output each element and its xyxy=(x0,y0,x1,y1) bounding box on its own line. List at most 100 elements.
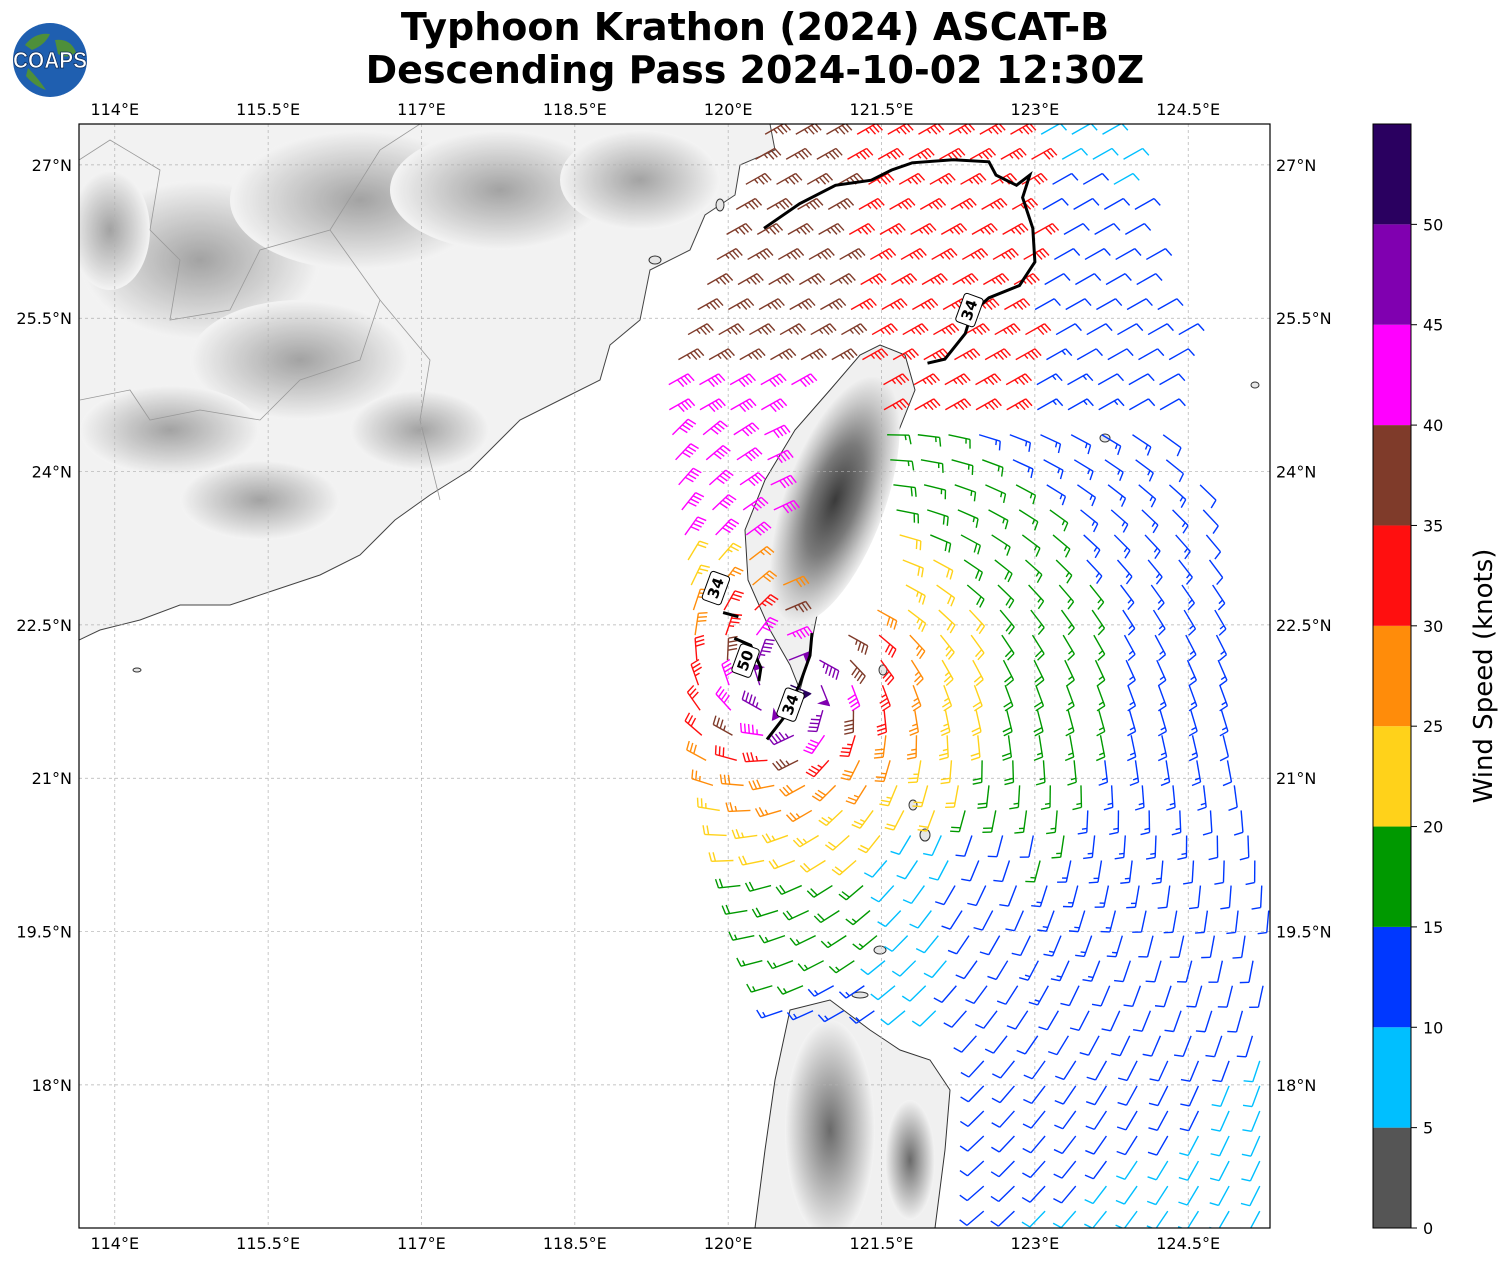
wind-barb xyxy=(923,835,942,857)
wind-barb xyxy=(1086,1060,1108,1081)
colorbar-tick-7: 35 xyxy=(1423,516,1443,535)
wind-barb xyxy=(880,1010,906,1026)
wind-barb xyxy=(1084,1185,1107,1205)
wind-barb xyxy=(1055,559,1073,584)
wind-barb xyxy=(1096,710,1106,737)
lon-ticks-bottom: 114°E 115.5°E 117°E 118.5°E 120°E 121.5°E 123°… xyxy=(90,1234,1220,1253)
wind-barb xyxy=(896,860,919,880)
title-line-2: Descending Pass 2024-10-02 12:30Z xyxy=(365,48,1145,92)
lat-tick-right-4: 21°N xyxy=(1276,769,1316,788)
wind-barb xyxy=(690,658,702,686)
wind-barb xyxy=(817,1010,845,1023)
wind-barb xyxy=(831,348,858,361)
wind-barb xyxy=(1151,860,1164,885)
wind-barb xyxy=(1082,960,1101,982)
wind-barb xyxy=(752,570,778,586)
wind-barb xyxy=(1070,434,1092,455)
wind-barb xyxy=(1053,1185,1077,1204)
lon-tick-top-2: 117°E xyxy=(397,100,446,119)
wind-barb xyxy=(940,710,951,737)
wind-barb xyxy=(911,1010,937,1027)
wind-barb xyxy=(1114,835,1126,860)
wind-barb xyxy=(1021,534,1041,557)
wind-barb xyxy=(1073,197,1100,210)
wind-barb xyxy=(785,600,812,613)
wind-barb xyxy=(900,248,927,261)
lat-tick-right-3: 22.5°N xyxy=(1276,616,1332,635)
wind-barb xyxy=(760,398,788,413)
wind-barb xyxy=(1152,609,1166,636)
wind-barb xyxy=(811,784,837,802)
wind-barb xyxy=(1064,735,1075,762)
province-border xyxy=(79,124,441,501)
wind-barb xyxy=(687,540,709,561)
wind-barb xyxy=(1115,1210,1138,1228)
wind-barb xyxy=(1145,835,1157,860)
wind-barb xyxy=(997,584,1015,609)
wind-barb xyxy=(1052,1210,1077,1228)
wind-barb xyxy=(744,881,772,892)
wind-barb xyxy=(970,735,981,761)
wind-barb xyxy=(806,172,834,185)
wind-barb xyxy=(1049,509,1069,532)
wind-barb xyxy=(1120,860,1133,884)
wind-barb xyxy=(979,935,1001,956)
wind-barb xyxy=(1188,735,1199,762)
wind-barb xyxy=(797,197,824,210)
colorbar-tick-4: 20 xyxy=(1423,818,1443,837)
wind-barb xyxy=(1101,1010,1121,1032)
wind-barb xyxy=(933,985,957,1003)
wind-barb xyxy=(799,859,826,873)
lat-tick-left-0: 27°N xyxy=(32,156,72,175)
wind-barb xyxy=(939,147,966,160)
wind-barb xyxy=(1050,960,1070,982)
wind-barb xyxy=(1083,835,1096,860)
wind-barb xyxy=(1179,1135,1200,1157)
wind-barb xyxy=(690,564,710,586)
wind-barb xyxy=(1061,147,1089,160)
wind-barb xyxy=(990,1185,1015,1203)
wind-barb xyxy=(929,172,956,185)
wind-barb xyxy=(1033,710,1044,737)
wind-barb xyxy=(702,825,727,837)
wind-barb xyxy=(819,659,840,680)
lat-tick-left-6: 18°N xyxy=(32,1076,72,1095)
wind-barb xyxy=(768,859,796,870)
wind-barb xyxy=(845,910,871,926)
wind-barb xyxy=(1080,509,1099,533)
wind-barb xyxy=(877,147,905,160)
wind-barb xyxy=(1178,1185,1200,1206)
wind-barb xyxy=(938,735,949,761)
wind-barb xyxy=(1241,1135,1261,1157)
wind-barb xyxy=(795,124,822,135)
wind-barb xyxy=(1022,1110,1046,1129)
wind-barb xyxy=(792,834,819,848)
wind-barb xyxy=(758,934,786,944)
wind-barb xyxy=(1060,985,1080,1007)
wind-barb xyxy=(1217,659,1228,687)
wind-barb xyxy=(761,833,789,844)
lon-tick-top-6: 123°E xyxy=(1011,100,1060,119)
wind-barb xyxy=(1022,1135,1046,1154)
wind-barb xyxy=(972,684,983,712)
wind-barb xyxy=(905,584,926,605)
wind-barb xyxy=(785,147,813,160)
wind-barb xyxy=(789,298,816,311)
wind-barb xyxy=(739,348,766,361)
wind-barb xyxy=(847,147,874,160)
colorbar-tick-1: 5 xyxy=(1423,1119,1433,1138)
wind-barb xyxy=(911,684,922,712)
lat-tick-left-4: 21°N xyxy=(32,769,72,788)
wind-barb xyxy=(879,222,906,236)
wind-barb xyxy=(1091,985,1111,1007)
wind-barb xyxy=(971,710,982,737)
colorbar-tick-3: 15 xyxy=(1423,918,1443,937)
wind-barb xyxy=(1145,960,1162,983)
wind-barb xyxy=(987,835,1004,858)
wind-barb xyxy=(838,885,864,901)
wind-barb xyxy=(990,1210,1015,1227)
wind-barb xyxy=(1065,684,1075,712)
wind-barb xyxy=(741,690,762,711)
wind-barb xyxy=(754,594,779,611)
